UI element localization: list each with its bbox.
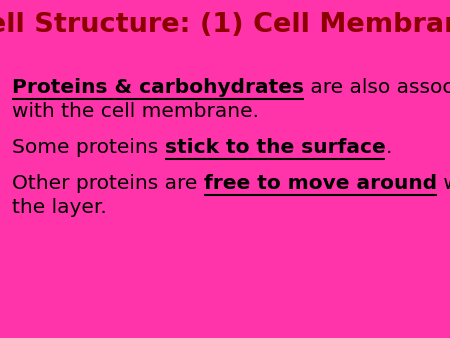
Text: Proteins & carbohydrates: Proteins & carbohydrates xyxy=(12,78,304,97)
Text: the layer.: the layer. xyxy=(12,198,107,217)
Text: within: within xyxy=(437,174,450,193)
Text: Some proteins: Some proteins xyxy=(12,138,165,157)
Text: Cell Structure: (1) Cell Membrane: Cell Structure: (1) Cell Membrane xyxy=(0,12,450,38)
Text: free to move around: free to move around xyxy=(204,174,437,193)
Text: .: . xyxy=(385,138,392,157)
Text: with the cell membrane.: with the cell membrane. xyxy=(12,102,259,121)
Text: stick to the surface: stick to the surface xyxy=(165,138,385,157)
Text: are also associated: are also associated xyxy=(304,78,450,97)
Text: Other proteins are: Other proteins are xyxy=(12,174,204,193)
